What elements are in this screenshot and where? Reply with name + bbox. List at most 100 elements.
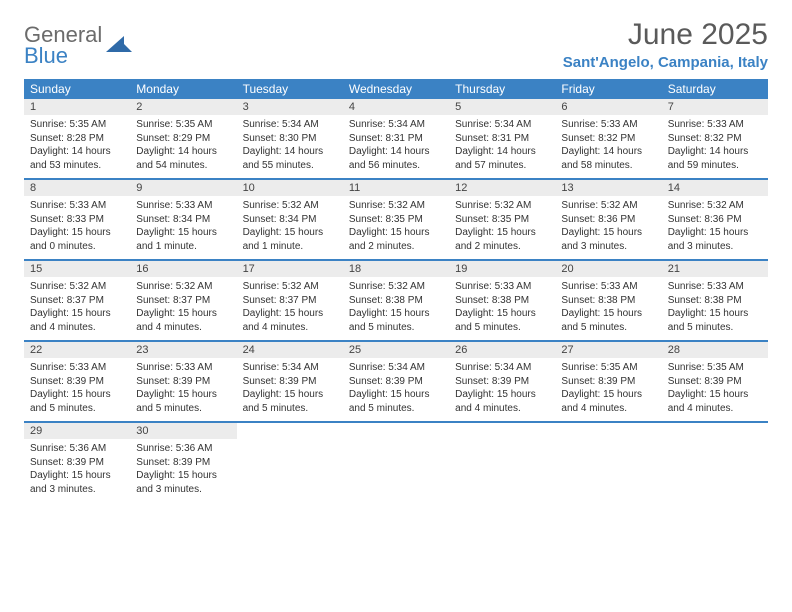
sunrise-text: Sunrise: 5:33 AM [668, 280, 762, 294]
daylight-text: Daylight: 14 hours and 59 minutes. [668, 145, 762, 172]
day-number: 18 [343, 261, 449, 277]
day-number: 4 [343, 99, 449, 115]
daylight-text: Daylight: 15 hours and 5 minutes. [136, 388, 230, 415]
calendar-day: 1Sunrise: 5:35 AMSunset: 8:28 PMDaylight… [24, 99, 130, 178]
calendar-day [662, 423, 768, 502]
day-number: 24 [237, 342, 343, 358]
day-details: Sunrise: 5:32 AMSunset: 8:37 PMDaylight:… [237, 277, 343, 340]
calendar-day: 30Sunrise: 5:36 AMSunset: 8:39 PMDayligh… [130, 423, 236, 502]
calendar-page: General Blue June 2025 Sant'Angelo, Camp… [0, 0, 792, 520]
day-number: 10 [237, 180, 343, 196]
day-details: Sunrise: 5:33 AMSunset: 8:34 PMDaylight:… [130, 196, 236, 259]
day-number: 17 [237, 261, 343, 277]
daylight-text: Daylight: 15 hours and 3 minutes. [561, 226, 655, 253]
daylight-text: Daylight: 15 hours and 5 minutes. [30, 388, 124, 415]
day-details: Sunrise: 5:33 AMSunset: 8:39 PMDaylight:… [130, 358, 236, 421]
day-details: Sunrise: 5:33 AMSunset: 8:32 PMDaylight:… [555, 115, 661, 178]
sunrise-text: Sunrise: 5:35 AM [30, 118, 124, 132]
calendar-day: 29Sunrise: 5:36 AMSunset: 8:39 PMDayligh… [24, 423, 130, 502]
day-number: 2 [130, 99, 236, 115]
daylight-text: Daylight: 15 hours and 4 minutes. [668, 388, 762, 415]
calendar-day: 16Sunrise: 5:32 AMSunset: 8:37 PMDayligh… [130, 261, 236, 340]
day-details: Sunrise: 5:36 AMSunset: 8:39 PMDaylight:… [24, 439, 130, 502]
sunrise-text: Sunrise: 5:35 AM [668, 361, 762, 375]
sunrise-text: Sunrise: 5:32 AM [349, 199, 443, 213]
day-number: 16 [130, 261, 236, 277]
day-number: 23 [130, 342, 236, 358]
calendar-day: 10Sunrise: 5:32 AMSunset: 8:34 PMDayligh… [237, 180, 343, 259]
day-details: Sunrise: 5:32 AMSunset: 8:34 PMDaylight:… [237, 196, 343, 259]
sunrise-text: Sunrise: 5:35 AM [561, 361, 655, 375]
sunset-text: Sunset: 8:39 PM [30, 456, 124, 470]
day-details: Sunrise: 5:34 AMSunset: 8:31 PMDaylight:… [343, 115, 449, 178]
day-details: Sunrise: 5:33 AMSunset: 8:38 PMDaylight:… [662, 277, 768, 340]
daylight-text: Daylight: 15 hours and 4 minutes. [561, 388, 655, 415]
day-number: 3 [237, 99, 343, 115]
day-details: Sunrise: 5:32 AMSunset: 8:38 PMDaylight:… [343, 277, 449, 340]
day-number: 12 [449, 180, 555, 196]
sunset-text: Sunset: 8:29 PM [136, 132, 230, 146]
calendar-day: 25Sunrise: 5:34 AMSunset: 8:39 PMDayligh… [343, 342, 449, 421]
sunrise-text: Sunrise: 5:32 AM [243, 280, 337, 294]
day-number: 25 [343, 342, 449, 358]
daylight-text: Daylight: 15 hours and 2 minutes. [349, 226, 443, 253]
calendar-day: 15Sunrise: 5:32 AMSunset: 8:37 PMDayligh… [24, 261, 130, 340]
sunrise-text: Sunrise: 5:32 AM [349, 280, 443, 294]
calendar-day: 17Sunrise: 5:32 AMSunset: 8:37 PMDayligh… [237, 261, 343, 340]
daylight-text: Daylight: 15 hours and 4 minutes. [455, 388, 549, 415]
day-details: Sunrise: 5:34 AMSunset: 8:39 PMDaylight:… [237, 358, 343, 421]
sunrise-text: Sunrise: 5:32 AM [561, 199, 655, 213]
day-number: 29 [24, 423, 130, 439]
sunset-text: Sunset: 8:37 PM [136, 294, 230, 308]
calendar-day: 9Sunrise: 5:33 AMSunset: 8:34 PMDaylight… [130, 180, 236, 259]
calendar-day: 27Sunrise: 5:35 AMSunset: 8:39 PMDayligh… [555, 342, 661, 421]
daylight-text: Daylight: 15 hours and 5 minutes. [243, 388, 337, 415]
day-details: Sunrise: 5:33 AMSunset: 8:38 PMDaylight:… [555, 277, 661, 340]
calendar-day: 28Sunrise: 5:35 AMSunset: 8:39 PMDayligh… [662, 342, 768, 421]
day-number: 15 [24, 261, 130, 277]
sunrise-text: Sunrise: 5:34 AM [243, 118, 337, 132]
day-number: 8 [24, 180, 130, 196]
sunset-text: Sunset: 8:39 PM [561, 375, 655, 389]
daylight-text: Daylight: 14 hours and 53 minutes. [30, 145, 124, 172]
logo-line2: Blue [24, 45, 102, 67]
location: Sant'Angelo, Campania, Italy [563, 54, 768, 71]
calendar-week: 1Sunrise: 5:35 AMSunset: 8:28 PMDaylight… [24, 99, 768, 180]
day-details: Sunrise: 5:33 AMSunset: 8:39 PMDaylight:… [24, 358, 130, 421]
month-title: June 2025 [563, 18, 768, 52]
daylight-text: Daylight: 15 hours and 1 minute. [243, 226, 337, 253]
logo-text-block: General Blue [24, 24, 102, 67]
calendar-day [343, 423, 449, 502]
sunset-text: Sunset: 8:39 PM [136, 456, 230, 470]
sunrise-text: Sunrise: 5:36 AM [30, 442, 124, 456]
calendar-week: 8Sunrise: 5:33 AMSunset: 8:33 PMDaylight… [24, 180, 768, 261]
calendar-day: 12Sunrise: 5:32 AMSunset: 8:35 PMDayligh… [449, 180, 555, 259]
calendar-day: 11Sunrise: 5:32 AMSunset: 8:35 PMDayligh… [343, 180, 449, 259]
triangle-icon [106, 34, 132, 59]
weekday-thursday: Thursday [449, 79, 555, 99]
weekday-monday: Monday [130, 79, 236, 99]
daylight-text: Daylight: 14 hours and 58 minutes. [561, 145, 655, 172]
daylight-text: Daylight: 15 hours and 4 minutes. [243, 307, 337, 334]
daylight-text: Daylight: 15 hours and 1 minute. [136, 226, 230, 253]
day-details: Sunrise: 5:33 AMSunset: 8:32 PMDaylight:… [662, 115, 768, 178]
day-details: Sunrise: 5:34 AMSunset: 8:39 PMDaylight:… [449, 358, 555, 421]
day-number: 11 [343, 180, 449, 196]
daylight-text: Daylight: 15 hours and 5 minutes. [668, 307, 762, 334]
day-number: 28 [662, 342, 768, 358]
sunset-text: Sunset: 8:39 PM [455, 375, 549, 389]
sunrise-text: Sunrise: 5:34 AM [349, 118, 443, 132]
day-number: 14 [662, 180, 768, 196]
weekday-header-row: Sunday Monday Tuesday Wednesday Thursday… [24, 79, 768, 99]
daylight-text: Daylight: 15 hours and 4 minutes. [30, 307, 124, 334]
calendar-day: 6Sunrise: 5:33 AMSunset: 8:32 PMDaylight… [555, 99, 661, 178]
sunrise-text: Sunrise: 5:32 AM [455, 199, 549, 213]
sunset-text: Sunset: 8:30 PM [243, 132, 337, 146]
calendar-day: 21Sunrise: 5:33 AMSunset: 8:38 PMDayligh… [662, 261, 768, 340]
daylight-text: Daylight: 15 hours and 2 minutes. [455, 226, 549, 253]
day-number: 5 [449, 99, 555, 115]
calendar-day: 7Sunrise: 5:33 AMSunset: 8:32 PMDaylight… [662, 99, 768, 178]
day-details: Sunrise: 5:32 AMSunset: 8:36 PMDaylight:… [555, 196, 661, 259]
calendar-day [449, 423, 555, 502]
daylight-text: Daylight: 15 hours and 5 minutes. [349, 307, 443, 334]
